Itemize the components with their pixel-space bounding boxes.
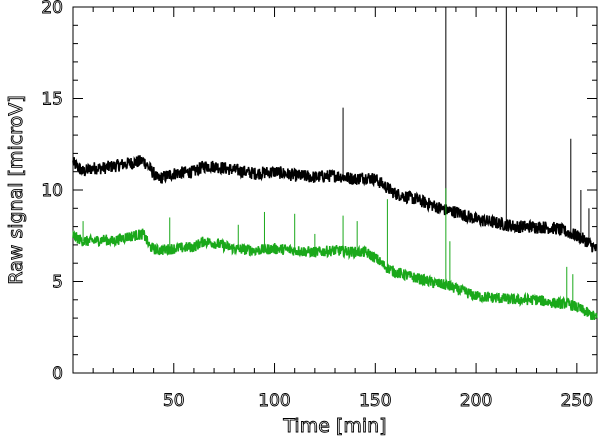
y-tick-label: 20 <box>41 0 63 18</box>
x-tick-label: 150 <box>359 391 391 411</box>
plot-frame <box>72 6 598 374</box>
series-1 <box>72 7 598 253</box>
x-tick-label: 250 <box>561 391 593 411</box>
y-tick-label: 0 <box>52 364 63 384</box>
axis-ticks <box>73 7 597 373</box>
series-layer <box>72 7 598 320</box>
series-line <box>72 155 598 253</box>
series-line <box>72 228 598 320</box>
y-tick-label: 15 <box>41 90 63 110</box>
tick-labels: 50 100 150 200 250 0 5 10 15 20 <box>41 0 594 411</box>
y-tick-label: 5 <box>52 273 63 293</box>
series-2 <box>72 188 598 320</box>
y-tick-label: 10 <box>41 181 63 201</box>
x-axis-label: Time [min] <box>282 415 386 437</box>
x-tick-label: 200 <box>460 391 492 411</box>
x-tick-label: 50 <box>163 391 185 411</box>
x-tick-label: 100 <box>258 391 290 411</box>
y-axis-label: Raw signal [microV] <box>5 95 27 284</box>
